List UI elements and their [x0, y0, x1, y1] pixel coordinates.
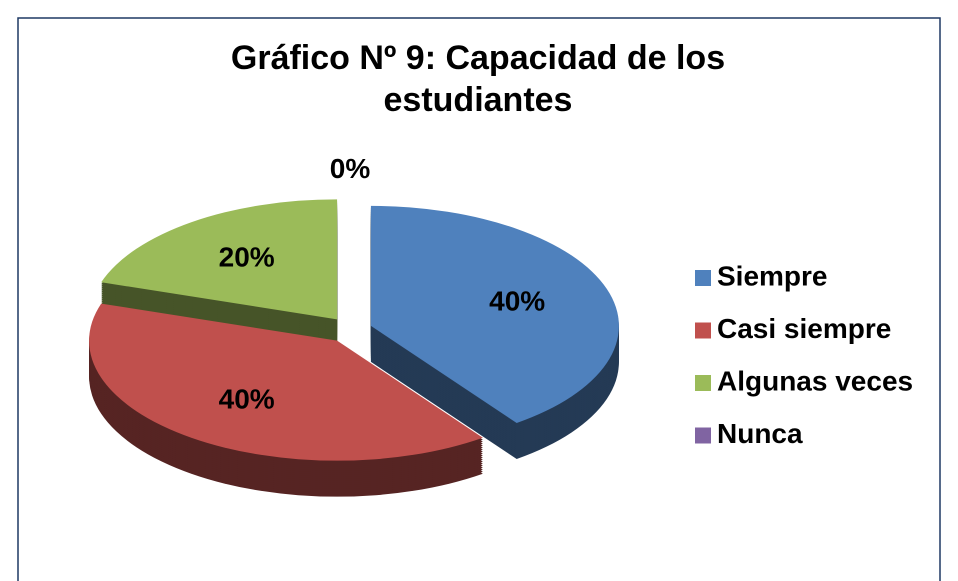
legend-label: Nunca	[717, 418, 803, 449]
legend-swatch	[695, 375, 711, 391]
legend-label: Algunas veces	[717, 365, 913, 396]
legend-label: Casi siempre	[717, 313, 891, 344]
data-label: 40%	[489, 285, 545, 316]
data-label: 0%	[330, 153, 371, 184]
pie-tops	[89, 199, 619, 461]
slice	[89, 303, 483, 461]
chart-title: Gráfico Nº 9: Capacidad de los estudiante…	[231, 39, 725, 119]
slice	[370, 205, 619, 424]
legend-swatch	[695, 270, 711, 286]
data-label: 20%	[219, 242, 275, 273]
data-label: 40%	[219, 383, 275, 414]
legend-label: Siempre	[717, 260, 828, 291]
legend-swatch	[695, 322, 711, 339]
slice	[101, 199, 338, 320]
legend-swatch	[695, 427, 711, 444]
